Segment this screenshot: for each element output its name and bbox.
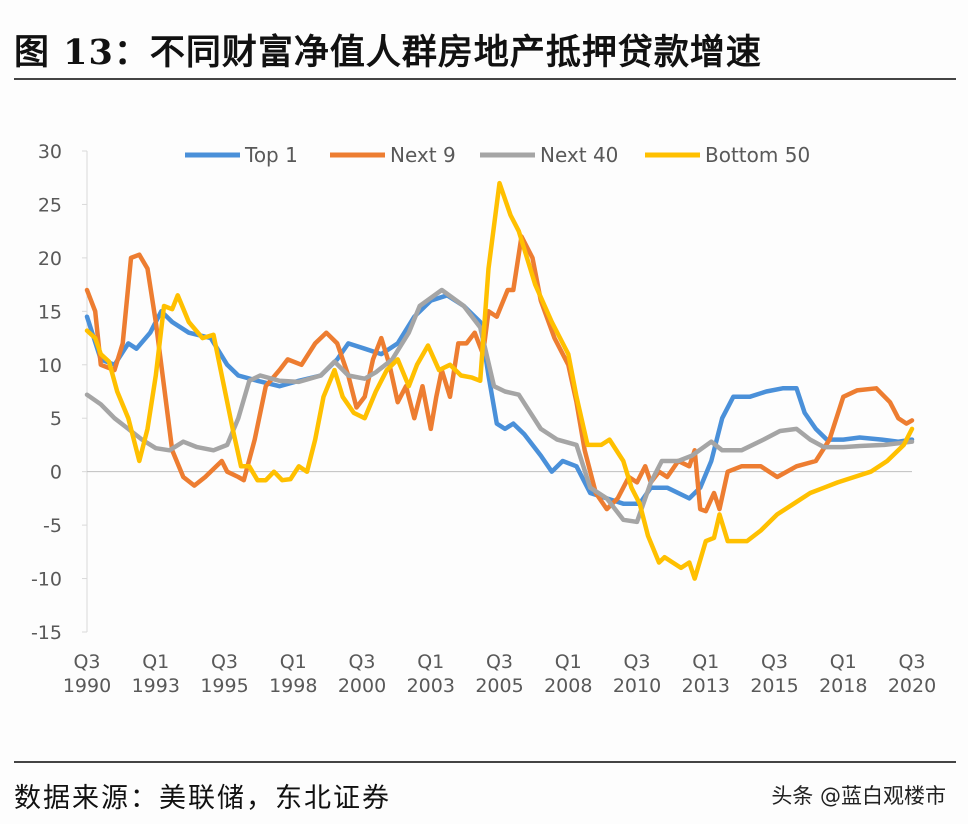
x-tick-label: Q3: [73, 651, 100, 673]
series-line-next-9: [84, 234, 915, 514]
y-tick-label: -15: [31, 622, 62, 644]
y-tick-label: 0: [50, 462, 62, 484]
x-tick-label: 1990: [63, 675, 111, 697]
series-line-next-40: [84, 287, 915, 525]
y-tick-label: 25: [38, 194, 62, 216]
y-tick-label: 30: [38, 141, 62, 163]
x-tick-label: 2015: [750, 675, 798, 697]
x-tick-label: 2005: [475, 675, 523, 697]
x-tick-label: 2013: [682, 675, 730, 697]
x-tick-label: 2010: [613, 675, 661, 697]
y-tick-label: 5: [50, 408, 62, 430]
x-tick-label: 2008: [544, 675, 592, 697]
watermark: 头条 @蓝白观楼市: [771, 784, 946, 808]
y-tick-label: -10: [31, 569, 62, 591]
legend-label: Bottom 50: [705, 143, 810, 167]
x-tick-label: Q3: [761, 651, 788, 673]
x-tick-label: 1993: [132, 675, 180, 697]
title-divider: [14, 78, 956, 80]
x-tick-label: 2018: [819, 675, 867, 697]
x-tick-label: Q3: [348, 651, 375, 673]
x-tick-label: Q1: [692, 651, 719, 673]
x-tick-label: 2020: [888, 675, 936, 697]
x-tick-label: Q1: [417, 651, 444, 673]
x-tick-label: 1995: [200, 675, 248, 697]
x-tick-label: Q1: [830, 651, 857, 673]
x-tick-label: 2003: [407, 675, 455, 697]
x-tick-label: Q3: [486, 651, 513, 673]
legend-label: Top 1: [244, 143, 298, 167]
y-tick-label: 15: [38, 301, 62, 323]
series-line-bottom-50: [84, 180, 915, 581]
x-tick-label: Q1: [280, 651, 307, 673]
x-tick-label: 2000: [338, 675, 386, 697]
line-chart: 302520151050-5-10-15Q31990Q11993Q31995Q1…: [31, 141, 936, 697]
figure-title: 图 13：不同财富净值人群房地产抵押贷款增速: [14, 32, 762, 73]
legend-label: Next 40: [540, 143, 618, 167]
x-tick-label: Q3: [898, 651, 925, 673]
x-tick-label: Q3: [623, 651, 650, 673]
x-tick-label: Q1: [555, 651, 582, 673]
source-note: 数据来源：美联储，东北证券: [14, 783, 391, 814]
y-tick-label: 10: [38, 355, 62, 377]
footer-divider: [14, 761, 956, 763]
y-tick-label: -5: [43, 515, 62, 537]
y-tick-label: 20: [38, 248, 62, 270]
x-tick-label: 1998: [269, 675, 317, 697]
x-tick-label: Q3: [211, 651, 238, 673]
x-tick-label: Q1: [142, 651, 169, 673]
legend-label: Next 9: [390, 143, 456, 167]
